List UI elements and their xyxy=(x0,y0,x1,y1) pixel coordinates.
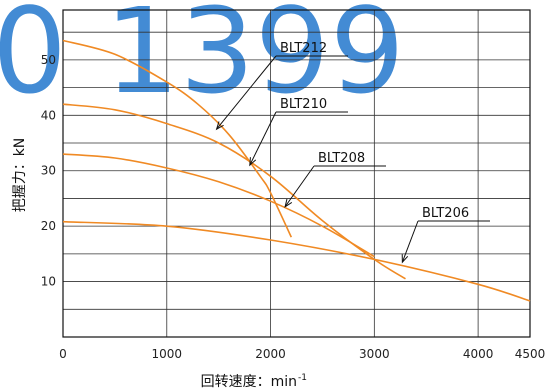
x-tick-label: 0 xyxy=(59,347,67,361)
y-tick-label: 20 xyxy=(41,219,56,233)
y-tick-label: 40 xyxy=(41,108,56,122)
callout-leader xyxy=(401,220,419,263)
callout-leader xyxy=(284,165,315,208)
callout-label-blt208: BLT208 xyxy=(318,151,365,166)
x-tick-label: 2000 xyxy=(255,347,286,361)
y-tick-label: 50 xyxy=(41,53,56,67)
y-tick-label: 10 xyxy=(41,275,56,289)
x-axis-title-superscript: -1 xyxy=(298,373,307,383)
callout-arrowhead xyxy=(284,198,293,208)
y-axis-title: 把握力：kN xyxy=(12,138,28,213)
callout-arrowhead xyxy=(401,254,409,264)
x-tick-label: 4500 xyxy=(515,347,546,361)
series-line-blt212 xyxy=(62,39,293,238)
callout-label-blt206: BLT206 xyxy=(422,206,469,221)
series-line-blt206 xyxy=(62,220,531,302)
y-tick-label: 30 xyxy=(41,164,56,178)
x-tick-label: 1000 xyxy=(152,347,183,361)
callout-leader xyxy=(249,111,277,166)
annotation-group: BLT212 BLT210 BLT208 BLT206 xyxy=(215,41,490,264)
callout-label-blt210: BLT210 xyxy=(280,97,327,112)
callout-arrowhead xyxy=(215,121,224,131)
series-line-blt208 xyxy=(62,153,375,258)
x-tick-label: 3000 xyxy=(359,347,390,361)
x-tick-label: 4000 xyxy=(463,347,494,361)
plot-frame xyxy=(62,9,531,338)
callout-arrowhead xyxy=(249,157,257,167)
callout-label-blt212: BLT212 xyxy=(280,41,327,56)
tick-labels: 0 1000 2000 3000 4000 4500 10 20 30 40 50 xyxy=(41,53,546,361)
x-axis-title: 回转速度：min xyxy=(201,374,297,390)
series-line-blt210 xyxy=(62,103,406,280)
callout-leader xyxy=(216,55,277,130)
